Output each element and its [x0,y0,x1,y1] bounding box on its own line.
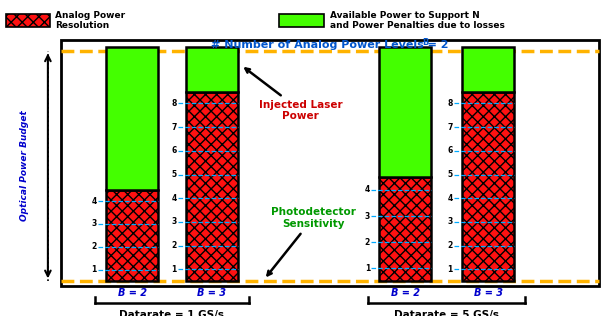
Text: Optical Power Budget: Optical Power Budget [20,111,29,221]
Bar [61,40,599,286]
Text: 1: 1 [448,265,453,274]
Text: 2: 2 [365,238,370,246]
Text: 8: 8 [171,99,177,108]
Text: # Number of Analog Power Levels = 2: # Number of Analog Power Levels = 2 [211,40,448,50]
Text: 1: 1 [365,264,370,273]
Bar [185,92,238,281]
Text: 3: 3 [448,217,453,227]
Text: Datarate = 1 GS/s: Datarate = 1 GS/s [119,310,225,316]
Text: 2: 2 [171,241,177,250]
Text: Photodetector
Sensitivity: Photodetector Sensitivity [268,207,356,275]
Bar [185,47,238,92]
Text: Analog Power
Resolution: Analog Power Resolution [55,11,125,30]
Text: 8: 8 [448,99,453,108]
Bar [462,47,515,92]
Text: 2: 2 [91,242,96,251]
Bar [279,14,324,27]
Text: B = 2: B = 2 [391,288,420,298]
Text: 4: 4 [91,197,96,205]
Text: 6: 6 [171,146,177,155]
Text: 1: 1 [171,265,177,274]
Text: 1: 1 [91,265,96,274]
Text: Available Power to Support N
and Power Penalties due to losses: Available Power to Support N and Power P… [330,11,505,30]
Text: B: B [422,38,428,47]
Bar [379,177,432,281]
Text: 7: 7 [448,123,453,132]
Bar [379,47,432,177]
Text: 5: 5 [171,170,177,179]
Bar [106,47,158,190]
Text: 4: 4 [448,194,453,203]
Text: B = 2: B = 2 [117,288,147,298]
Text: 5: 5 [448,170,453,179]
Text: 4: 4 [171,194,177,203]
Bar [6,14,50,27]
Text: 4: 4 [365,185,370,194]
Text: 6: 6 [448,146,453,155]
Text: 3: 3 [171,217,177,227]
Text: Injected Laser
Power: Injected Laser Power [246,69,343,121]
Text: 3: 3 [365,212,370,221]
Bar [462,92,515,281]
Text: Datarate = 5 GS/s: Datarate = 5 GS/s [394,310,499,316]
Text: B = 3: B = 3 [473,288,503,298]
Bar [106,190,158,281]
Text: 2: 2 [448,241,453,250]
Text: 3: 3 [91,220,96,228]
Text: 7: 7 [171,123,177,132]
Text: B = 3: B = 3 [197,288,227,298]
